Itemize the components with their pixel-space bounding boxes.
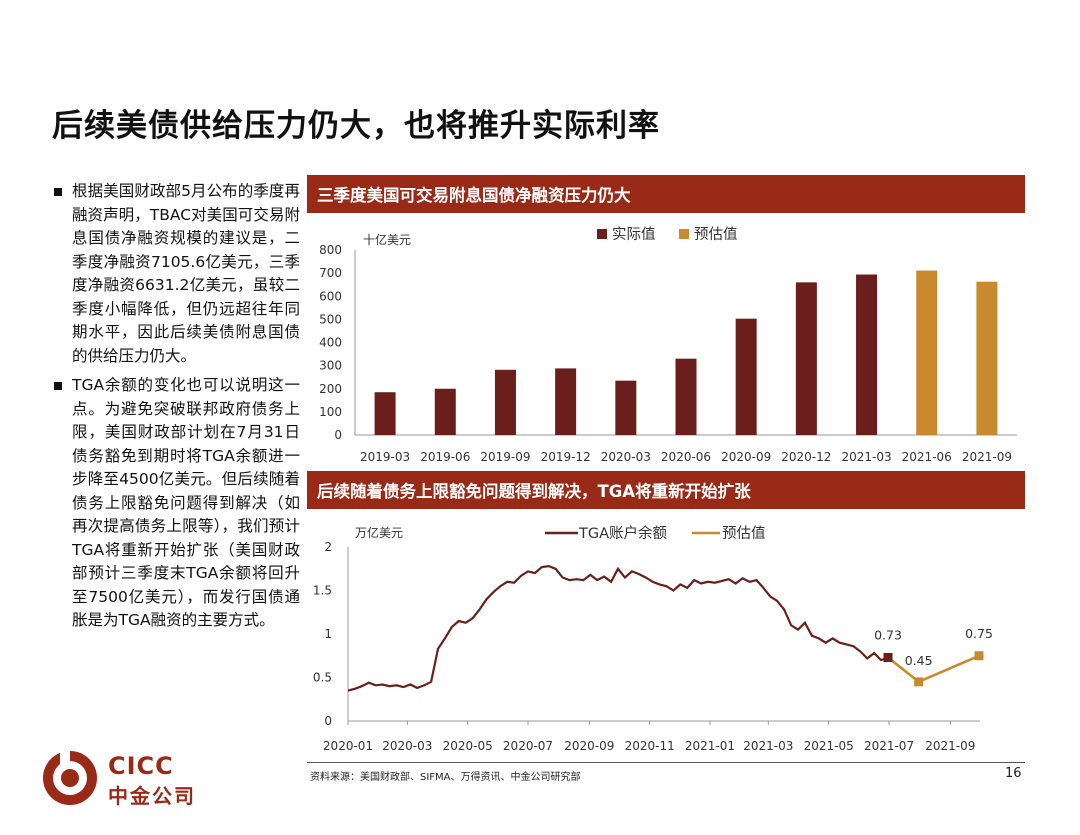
- bar: [494, 369, 516, 435]
- x-tick-label: 2021-01: [685, 739, 735, 753]
- bar: [615, 380, 637, 435]
- bar: [856, 274, 878, 435]
- footer-divider: [307, 762, 1025, 763]
- x-tick-label: 2021-09: [962, 450, 1012, 464]
- logo-text-cn: 中金公司: [108, 784, 196, 808]
- logo-text-en: CICC: [108, 752, 174, 780]
- bullet-item: TGA余额的变化也可以说明这一点。为避免突破联邦政府债务上限，美国财政部计划在7…: [52, 374, 300, 633]
- y-tick-label: 0.5: [313, 671, 332, 685]
- x-tick-label: 2019-03: [360, 450, 410, 464]
- bullet-square-icon: [54, 188, 62, 196]
- bar-chart-title: 三季度美国可交易附息国债净融资压力仍大: [307, 175, 1025, 213]
- x-tick-label: 2020-03: [382, 739, 432, 753]
- x-tick-label: 2021-09: [925, 739, 975, 753]
- data-label: 0.75: [965, 626, 993, 641]
- x-tick-label: 2020-12: [781, 450, 831, 464]
- page-title: 后续美债供给压力仍大，也将推升实际利率: [52, 108, 660, 144]
- bullet-item: 根据美国财政部5月公布的季度再融资声明，TBAC对美国可交易附息国债净融资规模的…: [52, 180, 300, 368]
- data-label: 0.45: [905, 653, 933, 668]
- legend-swatch: [679, 229, 689, 239]
- x-tick-label: 2019-12: [541, 450, 591, 464]
- bar: [434, 388, 456, 435]
- x-tick-label: 2020-07: [503, 739, 553, 753]
- x-tick-label: 2020-03: [601, 450, 651, 464]
- x-tick-label: 2020-09: [564, 739, 614, 753]
- y-tick-label: 2: [324, 540, 332, 554]
- data-label: 0.73: [874, 627, 902, 642]
- legend-swatch: [597, 229, 607, 239]
- bar: [795, 282, 817, 435]
- y-tick-label: 800: [319, 243, 342, 257]
- y-tick-label: 300: [319, 359, 342, 373]
- legend-label: 预估值: [694, 226, 738, 243]
- page-number: 16: [1005, 766, 1022, 781]
- bullet-text: TGA余额的变化也可以说明这一点。为避免突破联邦政府债务上限，美国财政部计划在7…: [72, 376, 300, 629]
- y-tick-label: 500: [319, 312, 342, 326]
- y-tick-label: 600: [319, 289, 342, 303]
- y-tick-label: 100: [319, 405, 342, 419]
- x-tick-label: 2021-03: [841, 450, 891, 464]
- x-tick-label: 2021-03: [743, 739, 793, 753]
- x-tick-label: 2020-11: [625, 739, 675, 753]
- y-tick-label: 1: [324, 627, 332, 641]
- legend-label: 实际值: [612, 226, 656, 243]
- legend-label: 预估值: [722, 525, 766, 542]
- forecast-line: [887, 654, 980, 684]
- x-tick-label: 2020-06: [661, 450, 711, 464]
- x-tick-label: 2019-06: [420, 450, 470, 464]
- bar: [735, 318, 757, 435]
- bar: [675, 358, 697, 435]
- bullet-text: 根据美国财政部5月公布的季度再融资声明，TBAC对美国可交易附息国债净融资规模的…: [72, 182, 300, 365]
- y-tick-label: 1.5: [313, 584, 332, 598]
- bar-chart: 十亿美元 0 100 200 300 400 500 600 700 800 2019-03 2019…: [319, 226, 1017, 464]
- cicc-logo-icon: [43, 751, 97, 805]
- y-tick-label: 0: [324, 714, 332, 728]
- bar: [976, 281, 998, 435]
- bar: [555, 368, 577, 435]
- x-tick-label: 2021-05: [804, 739, 854, 753]
- bullet-square-icon: [54, 382, 62, 390]
- bar: [916, 270, 938, 435]
- x-tick-label: 2020-05: [443, 739, 493, 753]
- y-axis-unit-label: 十亿美元: [363, 232, 411, 247]
- y-tick-label: 700: [319, 266, 342, 280]
- source-note: 资料来源：美国财政部、SIFMA、万得资讯、中金公司研究部: [310, 772, 581, 783]
- x-tick-label: 2021-07: [864, 739, 914, 753]
- y-axis-unit-label: 万亿美元: [355, 525, 403, 540]
- data-point-marker: [974, 651, 984, 661]
- tga-balance-line: [347, 564, 889, 692]
- data-point-marker: [883, 652, 893, 662]
- legend-label: TGA账户余额: [578, 524, 668, 542]
- x-tick-label: 2020-01: [323, 739, 373, 753]
- y-tick-label: 400: [319, 336, 342, 350]
- x-tick-label: 2020-09: [721, 450, 771, 464]
- bar: [374, 392, 396, 435]
- bullet-list: 根据美国财政部5月公布的季度再融资声明，TBAC对美国可交易附息国债净融资规模的…: [52, 180, 300, 639]
- x-tick-label: 2019-09: [480, 450, 530, 464]
- data-point-marker: [914, 677, 924, 687]
- line-chart: 万亿美元 0 0.5 1 1.5 2 2020-01 2020-03 2020-05 2020-0…: [313, 524, 993, 753]
- x-tick-label: 2021-06: [902, 450, 952, 464]
- y-tick-label: 0: [334, 428, 342, 442]
- line-chart-title: 后续随着债务上限豁免问题得到解决，TGA将重新开始扩张: [307, 471, 1025, 509]
- y-tick-label: 200: [319, 382, 342, 396]
